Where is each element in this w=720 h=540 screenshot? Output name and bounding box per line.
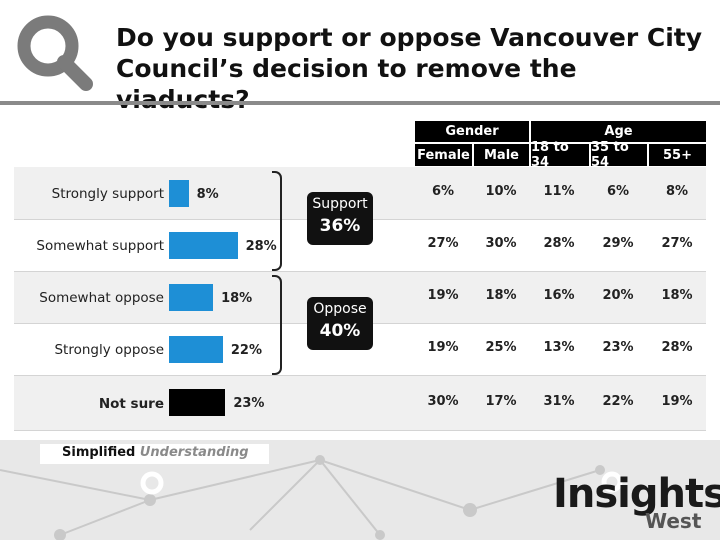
cell-female: 30% (427, 393, 459, 409)
cell-age-35-54: 29% (602, 236, 634, 251)
col-header-35-54: 35 to 54 (591, 140, 647, 170)
row-divider (14, 271, 706, 272)
title-line-1: Do you support or oppose Vancouver City (116, 23, 703, 52)
row-label-not-sure: Not sure (98, 396, 164, 412)
row-label-strongly-support: Strongly support (51, 186, 164, 202)
results-table: Gender Age Female Male 18 to 34 35 to 54… (14, 114, 706, 432)
cell-male: 18% (485, 288, 517, 303)
bar-value-not-sure: 23% (233, 396, 265, 411)
bar-value-somewhat-oppose: 18% (221, 290, 253, 306)
oppose-total: 40% (319, 321, 361, 341)
cell-female: 6% (431, 184, 455, 199)
cell-age-35-54: 23% (602, 340, 634, 355)
bar-not-sure (169, 389, 226, 416)
col-header-55-plus: 55+ (649, 144, 706, 166)
cell-age-18-34: 31% (543, 393, 575, 409)
support-total: 36% (319, 216, 361, 236)
bar-value-strongly-oppose: 22% (230, 342, 263, 358)
oppose-callout: Oppose 40% (307, 297, 373, 350)
bar-strongly-oppose (169, 335, 223, 363)
title-line-2: Council’s decision to remove the viaduct… (116, 54, 577, 114)
header: Do you support or oppose Vancouver City … (0, 0, 720, 114)
cell-female: 19% (427, 340, 459, 355)
row-band (14, 375, 706, 430)
bar-somewhat-support (169, 231, 238, 259)
page-title: Do you support or oppose Vancouver City … (116, 22, 716, 115)
row-divider (14, 430, 706, 431)
header-divider (0, 101, 720, 105)
support-callout: Support 36% (307, 192, 373, 245)
col-header-18-34: 18 to 34 (531, 140, 589, 170)
network-background (0, 455, 623, 540)
cell-male: 30% (485, 236, 517, 251)
tagline-understanding: Understanding (139, 445, 249, 460)
col-header-female: Female (415, 144, 472, 166)
oppose-label: Oppose (313, 301, 367, 317)
cell-female: 27% (427, 236, 459, 251)
cell-age-55-plus: 28% (661, 340, 693, 355)
cell-female: 19% (427, 288, 459, 303)
cell-age-55-plus: 18% (661, 288, 693, 303)
insights-west-logo: Insights (553, 471, 720, 517)
cell-age-18-34: 28% (543, 236, 575, 251)
bar-value-strongly-support: 8% (196, 186, 219, 202)
cell-age-35-54: 20% (602, 288, 634, 303)
cell-age-18-34: 16% (543, 288, 575, 303)
cell-male: 17% (485, 393, 517, 409)
simplified-understanding-tagline: Simplified Understanding (40, 444, 269, 464)
bar-somewhat-oppose (169, 283, 214, 311)
col-header-male: Male (474, 144, 529, 166)
cell-age-35-54: 6% (606, 184, 630, 199)
gender-header: Gender (415, 121, 529, 142)
cell-age-18-34: 11% (543, 184, 575, 199)
cell-male: 10% (485, 184, 517, 199)
row-divider (14, 375, 706, 376)
insights-west-logo-sub: West (645, 509, 702, 533)
cell-age-55-plus: 8% (665, 184, 689, 199)
oppose-bracket (272, 275, 282, 375)
cell-male: 25% (485, 340, 517, 355)
cell-age-55-plus: 19% (661, 393, 693, 409)
cell-age-18-34: 13% (543, 340, 575, 355)
row-label-strongly-oppose: Strongly oppose (54, 342, 164, 358)
row-label-somewhat-oppose: Somewhat oppose (39, 290, 164, 306)
magnifier-logo-icon (17, 15, 93, 91)
bar-value-somewhat-support: 28% (245, 238, 277, 254)
support-bracket (272, 171, 282, 271)
bar-strongly-support (169, 179, 189, 207)
tagline-simplified: Simplified (62, 445, 136, 460)
age-header: Age (531, 121, 706, 142)
cell-age-55-plus: 27% (661, 236, 693, 251)
cell-age-35-54: 22% (602, 393, 634, 409)
row-label-somewhat-support: Somewhat support (36, 238, 164, 254)
support-label: Support (312, 196, 368, 212)
